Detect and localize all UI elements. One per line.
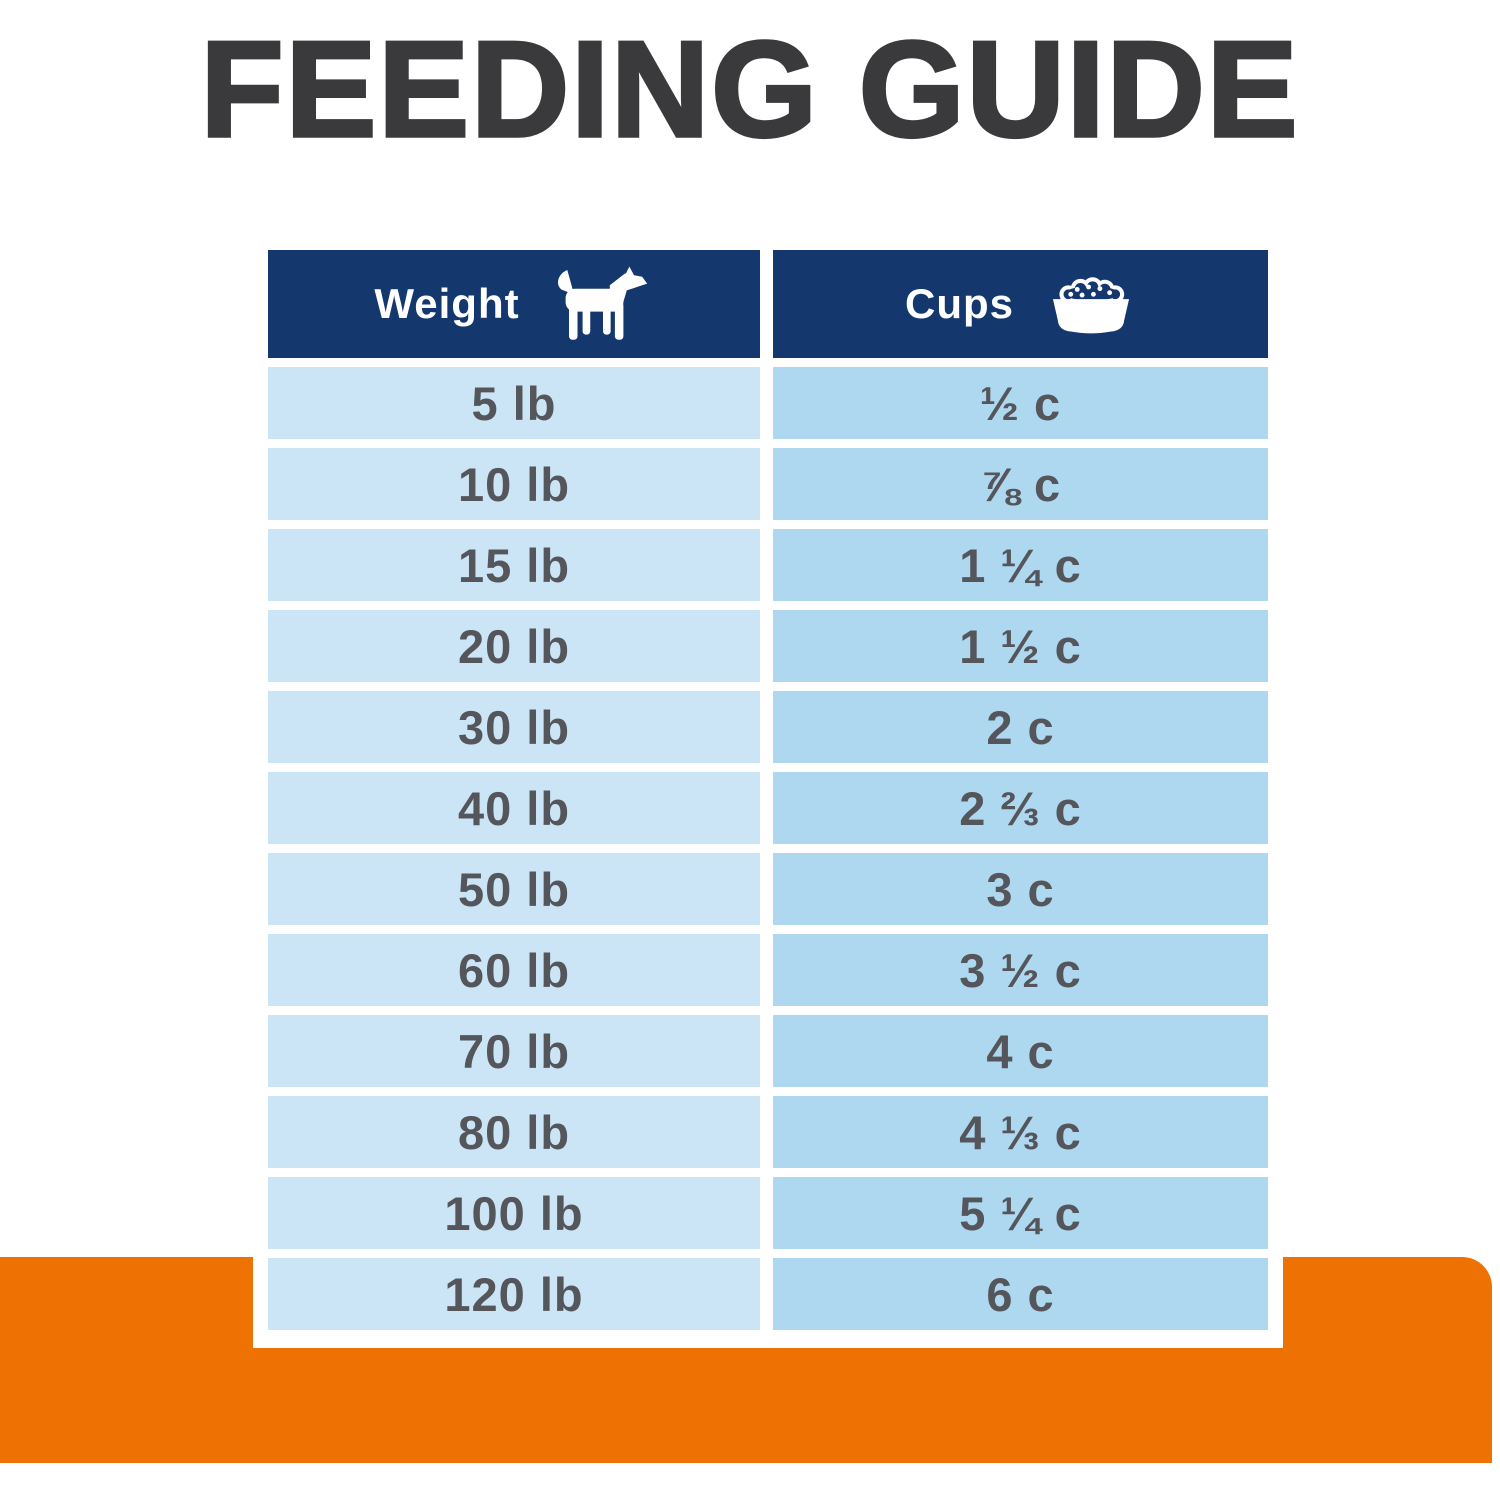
- page-title: FEEDING GUIDE: [199, 13, 1300, 165]
- food-bowl-icon: [1046, 270, 1136, 338]
- cups-cell: 3 ½ c: [773, 934, 1268, 1006]
- weight-cell: 100 lb: [268, 1177, 760, 1249]
- weight-cell: 5 lb: [268, 367, 760, 439]
- weight-cell: 30 lb: [268, 691, 760, 763]
- cups-cell: 1 ¼ c: [773, 529, 1268, 601]
- cups-cell: 4 ⅓ c: [773, 1096, 1268, 1168]
- cups-cell: 2 c: [773, 691, 1268, 763]
- weight-cell: 20 lb: [268, 610, 760, 682]
- column-header-cups: Cups: [773, 250, 1268, 358]
- cups-cell: 1 ½ c: [773, 610, 1268, 682]
- weight-cell: 50 lb: [268, 853, 760, 925]
- table-panel: Weight: [253, 238, 1283, 1348]
- column-header-weight: Weight: [268, 250, 760, 358]
- weight-cell: 60 lb: [268, 934, 760, 1006]
- cups-cell: 5 ¼ c: [773, 1177, 1268, 1249]
- weight-cell: 40 lb: [268, 772, 760, 844]
- weight-header-label: Weight: [374, 280, 520, 327]
- cups-cell: ⅞ c: [773, 448, 1268, 520]
- weight-cell: 15 lb: [268, 529, 760, 601]
- weight-cell: 10 lb: [268, 448, 760, 520]
- weight-cell: 80 lb: [268, 1096, 760, 1168]
- weight-cell: 70 lb: [268, 1015, 760, 1087]
- feeding-table: Weight: [268, 250, 1268, 1330]
- cups-header-label: Cups: [905, 280, 1014, 327]
- cups-cell: 6 c: [773, 1258, 1268, 1330]
- cups-cell: 4 c: [773, 1015, 1268, 1087]
- cups-cell: ½ c: [773, 367, 1268, 439]
- cups-cell: 2 ⅔ c: [773, 772, 1268, 844]
- weight-cell: 120 lb: [268, 1258, 760, 1330]
- cups-cell: 3 c: [773, 853, 1268, 925]
- dog-icon: [552, 266, 654, 342]
